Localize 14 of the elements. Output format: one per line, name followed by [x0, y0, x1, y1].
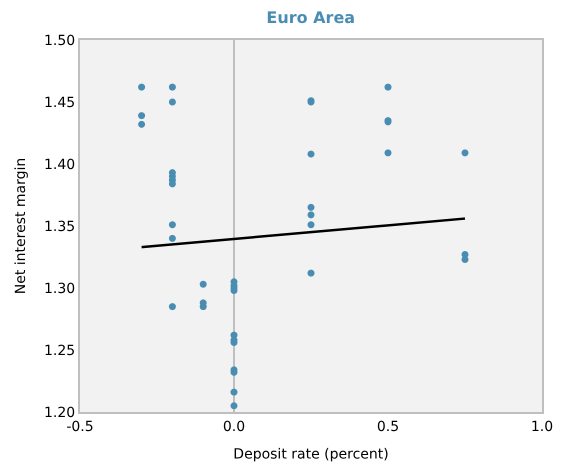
- x-axis-title: Deposit rate (percent): [233, 446, 389, 463]
- y-tick-label: 1.20: [44, 404, 76, 421]
- y-tick-label: 1.35: [44, 218, 76, 235]
- x-tick-label: 0.5: [376, 418, 400, 435]
- x-tick-label: 0.0: [222, 418, 246, 435]
- y-tick-label: 1.45: [44, 94, 76, 111]
- x-tick-label: -0.5: [66, 418, 94, 435]
- y-tick-label: 1.40: [44, 156, 76, 173]
- chart-title: Euro Area: [266, 8, 356, 27]
- x-tick-label: 1.0: [530, 418, 554, 435]
- y-axis-title: Net interest margin: [13, 158, 30, 294]
- y-tick-label: 1.30: [44, 280, 76, 297]
- y-tick-label: 1.50: [44, 32, 76, 49]
- y-tick-label: 1.25: [44, 342, 76, 359]
